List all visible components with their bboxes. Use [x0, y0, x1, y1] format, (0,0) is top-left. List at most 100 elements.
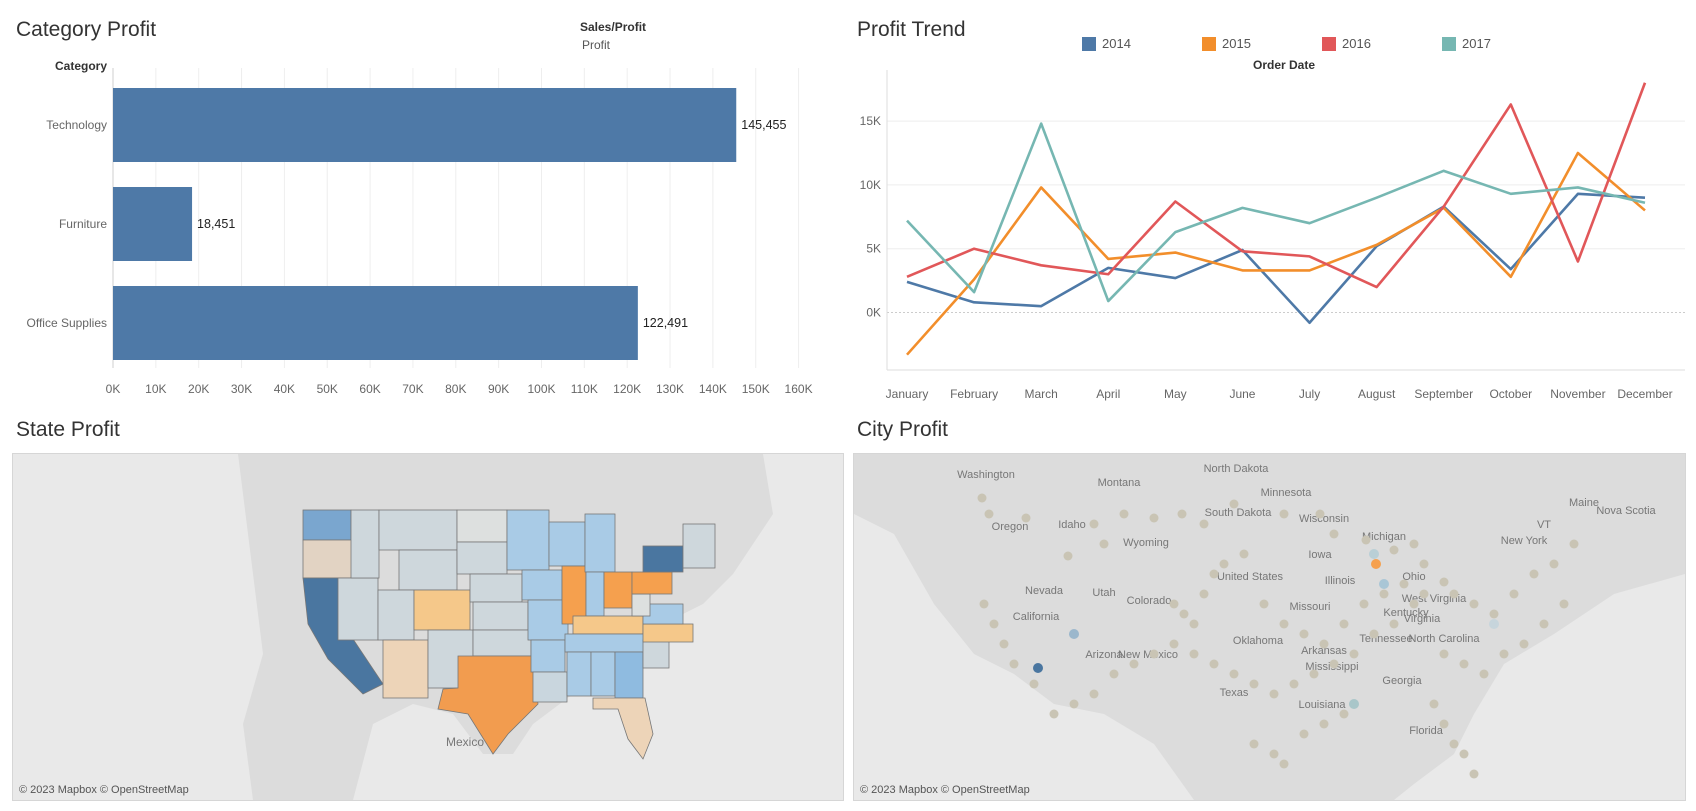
city-profit-dot-highlight[interactable]	[1371, 559, 1381, 569]
legend-item-2014[interactable]: 2014	[1082, 36, 1202, 51]
state-mississippi[interactable]	[566, 651, 592, 697]
state-minnesota[interactable]	[506, 509, 550, 571]
city-profit-dot[interactable]	[1449, 589, 1459, 599]
city-profit-dot[interactable]	[1119, 509, 1129, 519]
series-line-2017[interactable]	[906, 122, 1646, 303]
city-profit-dot[interactable]	[1539, 619, 1549, 629]
city-profit-dot[interactable]	[1559, 599, 1569, 609]
state-wisconsin[interactable]	[548, 521, 586, 567]
city-profit-dot[interactable]	[1315, 509, 1325, 519]
city-profit-dot[interactable]	[1509, 589, 1519, 599]
city-profit-dot[interactable]	[989, 619, 999, 629]
city-profit-dot[interactable]	[1229, 669, 1239, 679]
city-profit-dot[interactable]	[1419, 589, 1429, 599]
city-profit-dot[interactable]	[1319, 639, 1329, 649]
city-profit-dot[interactable]	[984, 509, 994, 519]
city-profit-dot[interactable]	[1489, 609, 1499, 619]
state-michigan[interactable]	[584, 513, 616, 573]
city-profit-dot[interactable]	[1089, 689, 1099, 699]
state-iowa[interactable]	[521, 569, 563, 601]
city-profit-dot[interactable]	[1469, 769, 1479, 779]
state-new-england[interactable]	[682, 523, 716, 569]
state-florida[interactable]	[592, 697, 654, 760]
city-profit-dot[interactable]	[1179, 609, 1189, 619]
city-profit-dot[interactable]	[1379, 589, 1389, 599]
city-profit-dot[interactable]	[1099, 539, 1109, 549]
city-profit-dot[interactable]	[1189, 619, 1199, 629]
state-montana[interactable]	[378, 509, 458, 551]
city-profit-dot[interactable]	[1269, 749, 1279, 759]
state-georgia[interactable]	[614, 651, 644, 699]
city-profit-dot[interactable]	[1177, 509, 1187, 519]
city-profit-dot[interactable]	[1329, 529, 1339, 539]
city-profit-dot[interactable]	[1259, 599, 1269, 609]
state-south-dakota[interactable]	[456, 541, 508, 575]
city-map-canvas[interactable]: Washington Montana North Dakota Minnesota Or…	[854, 454, 1685, 800]
city-profit-dot[interactable]	[1279, 509, 1289, 519]
city-profit-dot[interactable]	[1419, 559, 1429, 569]
city-profit-dot[interactable]	[1449, 739, 1459, 749]
city-profit-dot[interactable]	[1089, 519, 1099, 529]
city-profit-dot[interactable]	[1549, 559, 1559, 569]
state-kansas[interactable]	[472, 601, 529, 631]
city-profit-dot[interactable]	[1499, 649, 1509, 659]
city-profit-dot[interactable]	[1329, 659, 1339, 669]
city-profit-dot[interactable]	[1439, 649, 1449, 659]
city-profit-dot[interactable]	[1169, 639, 1179, 649]
city-profit-dot[interactable]	[1339, 709, 1349, 719]
legend-item-2016[interactable]: 2016	[1322, 36, 1442, 51]
city-profit-dot[interactable]	[1349, 649, 1359, 659]
series-line-2016[interactable]	[906, 82, 1647, 289]
city-profit-dot[interactable]	[1361, 535, 1371, 545]
legend-item-2017[interactable]: 2017	[1442, 36, 1562, 51]
city-profit-dot[interactable]	[1009, 659, 1019, 669]
city-profit-dot[interactable]	[1239, 549, 1249, 559]
state-map-canvas[interactable]: Mexico	[13, 454, 843, 800]
city-profit-dot[interactable]	[1149, 513, 1159, 523]
city-profit-dot[interactable]	[1339, 619, 1349, 629]
city-profit-dot[interactable]	[1479, 669, 1489, 679]
city-profit-dot[interactable]	[1359, 599, 1369, 609]
city-profit-dot[interactable]	[1409, 539, 1419, 549]
state-alabama[interactable]	[590, 651, 616, 697]
state-new-york[interactable]	[642, 545, 684, 573]
state-profit-map[interactable]: Mexico © 2023 Mapbox © OpenStreetMap	[12, 453, 844, 801]
city-profit-dot[interactable]	[1109, 669, 1119, 679]
city-profit-dot[interactable]	[1129, 659, 1139, 669]
city-profit-dot[interactable]	[1299, 729, 1309, 739]
state-north-dakota[interactable]	[456, 509, 508, 543]
state-missouri[interactable]	[527, 599, 569, 641]
state-tennessee[interactable]	[564, 633, 646, 653]
city-profit-dot[interactable]	[1369, 629, 1379, 639]
city-profit-dot-highlight[interactable]	[1379, 579, 1389, 589]
city-profit-dot[interactable]	[1439, 577, 1449, 587]
state-washington[interactable]	[302, 509, 352, 541]
city-profit-dot[interactable]	[1169, 599, 1179, 609]
city-profit-dot[interactable]	[1529, 569, 1539, 579]
city-profit-dot[interactable]	[1279, 619, 1289, 629]
city-profit-dot[interactable]	[1399, 579, 1409, 589]
city-profit-dot[interactable]	[1189, 649, 1199, 659]
state-indiana[interactable]	[585, 571, 605, 617]
state-colorado[interactable]	[413, 589, 471, 631]
city-profit-dot[interactable]	[1029, 679, 1039, 689]
city-profit-dot[interactable]	[1219, 559, 1229, 569]
city-profit-dot[interactable]	[1389, 545, 1399, 555]
state-louisiana[interactable]	[532, 671, 568, 703]
city-profit-map[interactable]: Washington Montana North Dakota Minnesota Or…	[853, 453, 1686, 801]
city-profit-dot[interactable]	[1309, 669, 1319, 679]
city-profit-dot[interactable]	[1469, 599, 1479, 609]
state-north-carolina[interactable]	[642, 623, 694, 643]
city-profit-dot[interactable]	[1209, 569, 1219, 579]
state-wyoming[interactable]	[398, 549, 458, 591]
series-line-2015[interactable]	[906, 151, 1646, 356]
city-profit-dot[interactable]	[1519, 639, 1529, 649]
city-profit-dot[interactable]	[1279, 759, 1289, 769]
state-illinois[interactable]	[561, 565, 587, 625]
state-ohio[interactable]	[603, 571, 633, 609]
city-profit-dot[interactable]	[999, 639, 1009, 649]
state-kentucky[interactable]	[572, 615, 644, 635]
city-profit-dot[interactable]	[1209, 659, 1219, 669]
city-profit-dot[interactable]	[1299, 629, 1309, 639]
city-profit-dot[interactable]	[1249, 739, 1259, 749]
